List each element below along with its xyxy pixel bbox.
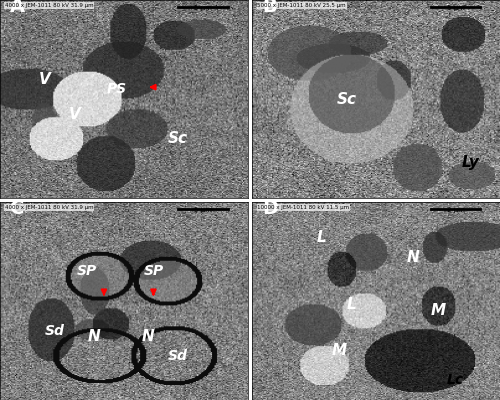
Text: Ly: Ly <box>462 155 479 170</box>
Text: N: N <box>407 250 420 265</box>
Text: 5 μm: 5 μm <box>446 5 464 11</box>
Text: 4000 x JEM-1011 80 kV 31.9 μm: 4000 x JEM-1011 80 kV 31.9 μm <box>5 3 94 8</box>
Text: Lc: Lc <box>447 373 464 387</box>
Text: 10000 x JEM-1011 80 kV 11.5 μm: 10000 x JEM-1011 80 kV 11.5 μm <box>258 205 350 210</box>
Text: L: L <box>317 230 326 245</box>
Text: N: N <box>142 329 155 344</box>
Text: 5000 x JEM-1011 80 kV 25.5 μm: 5000 x JEM-1011 80 kV 25.5 μm <box>258 3 346 8</box>
Text: SP: SP <box>144 264 164 278</box>
Text: D: D <box>262 199 278 218</box>
Text: A: A <box>10 0 25 16</box>
Text: V: V <box>38 72 50 87</box>
Text: B: B <box>262 0 277 16</box>
Text: Sc: Sc <box>336 92 356 106</box>
Text: L: L <box>346 298 356 312</box>
Text: 5 μm: 5 μm <box>194 5 212 11</box>
Text: M: M <box>430 303 446 318</box>
Text: Sc: Sc <box>168 131 188 146</box>
Text: M: M <box>332 343 346 358</box>
Text: PS: PS <box>106 82 126 96</box>
Text: V: V <box>68 107 80 122</box>
Text: 4000 x JEM-1011 80 kV 31.9 μm: 4000 x JEM-1011 80 kV 31.9 μm <box>5 205 94 210</box>
Text: Sd: Sd <box>168 350 188 364</box>
Text: 5 μm: 5 μm <box>194 207 212 213</box>
Text: SP: SP <box>76 264 96 278</box>
Text: 2 μm: 2 μm <box>446 207 464 213</box>
Text: Sd: Sd <box>44 324 64 338</box>
Text: N: N <box>88 329 101 344</box>
Text: C: C <box>10 199 24 218</box>
